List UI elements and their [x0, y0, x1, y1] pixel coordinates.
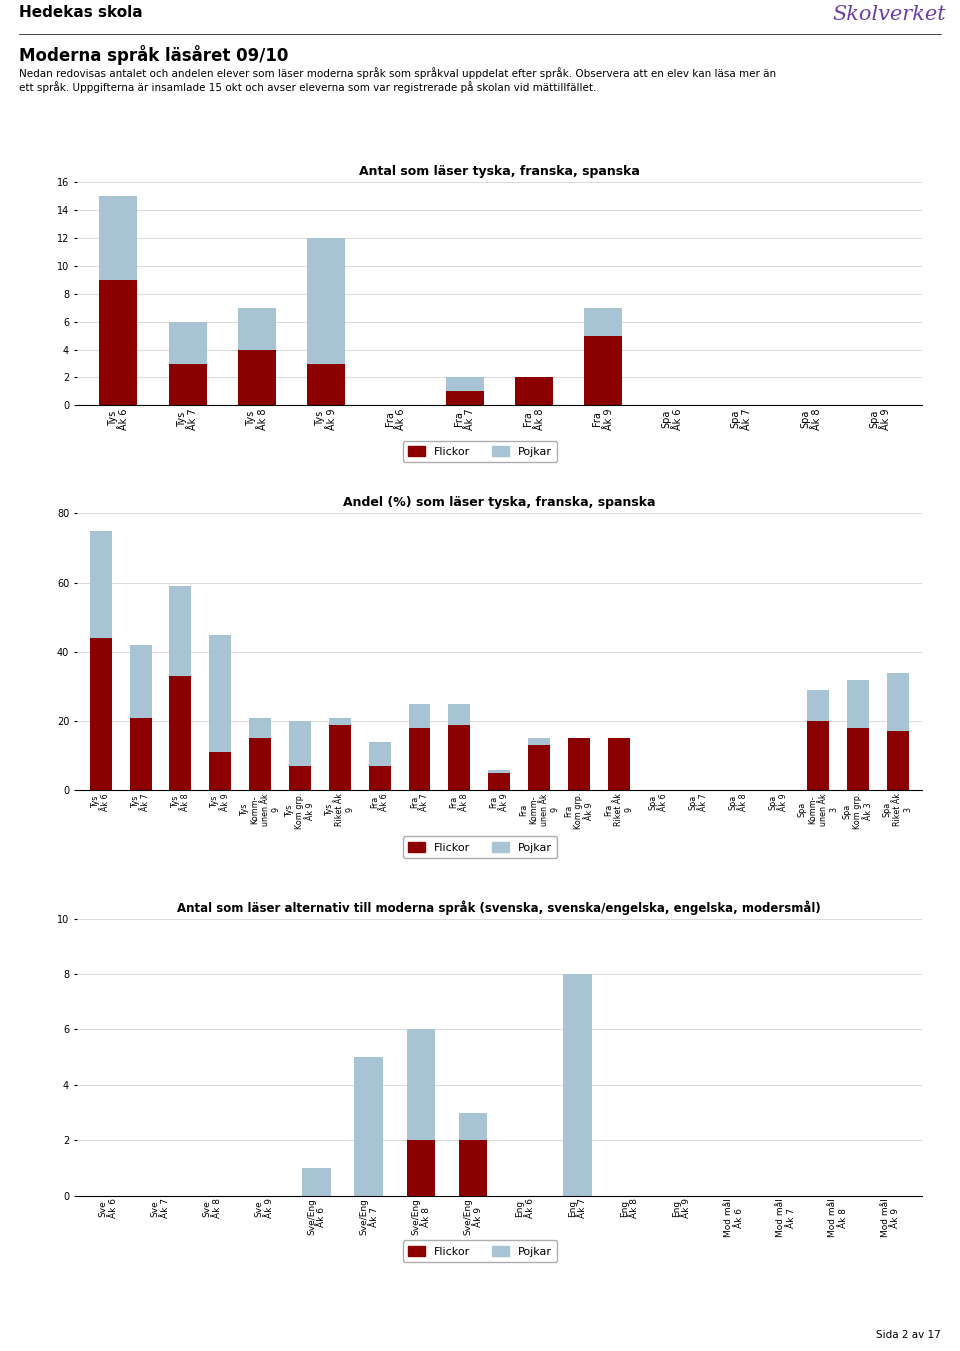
- Bar: [409, 728, 430, 790]
- Bar: [409, 704, 430, 728]
- Legend: Flickor, Pojkar: Flickor, Pojkar: [402, 1240, 558, 1262]
- Bar: [515, 377, 553, 405]
- Bar: [307, 238, 346, 363]
- Bar: [445, 392, 484, 405]
- Bar: [448, 724, 470, 790]
- Bar: [307, 363, 346, 405]
- Bar: [807, 690, 828, 721]
- Bar: [170, 676, 191, 790]
- Legend: Flickor, Pojkar: Flickor, Pojkar: [402, 836, 558, 858]
- Bar: [528, 746, 550, 790]
- Text: Skolverket: Skolverket: [832, 4, 946, 24]
- Bar: [329, 717, 350, 724]
- Bar: [887, 731, 909, 790]
- Bar: [807, 721, 828, 790]
- Bar: [584, 335, 622, 405]
- Bar: [329, 724, 350, 790]
- Bar: [238, 308, 276, 350]
- Bar: [887, 673, 909, 731]
- Bar: [209, 635, 231, 753]
- Bar: [130, 717, 152, 790]
- Bar: [209, 753, 231, 790]
- Text: ett språk. Uppgifterna är insamlade 15 okt och avser eleverna som var registrera: ett språk. Uppgifterna är insamlade 15 o…: [19, 81, 596, 93]
- Bar: [289, 721, 311, 766]
- Bar: [568, 739, 589, 790]
- Text: Nedan redovisas antalet och andelen elever som läser moderna språk som språkval : Nedan redovisas antalet och andelen elev…: [19, 68, 777, 80]
- Bar: [354, 1056, 383, 1196]
- Bar: [459, 1140, 488, 1196]
- Bar: [528, 739, 550, 746]
- Bar: [847, 728, 869, 790]
- Bar: [369, 766, 391, 790]
- Bar: [448, 704, 470, 724]
- Bar: [459, 1113, 488, 1140]
- Bar: [564, 974, 591, 1196]
- Text: Hedekas skola: Hedekas skola: [19, 4, 143, 20]
- Bar: [99, 280, 137, 405]
- Title: Antal som läser tyska, franska, spanska: Antal som läser tyska, franska, spanska: [359, 165, 639, 178]
- Bar: [847, 680, 869, 728]
- Bar: [584, 308, 622, 335]
- Bar: [130, 644, 152, 717]
- Bar: [250, 739, 271, 790]
- Legend: Flickor, Pojkar: Flickor, Pojkar: [402, 440, 558, 462]
- Bar: [407, 1029, 435, 1140]
- Bar: [250, 717, 271, 739]
- Bar: [302, 1167, 331, 1196]
- Bar: [489, 773, 510, 790]
- Bar: [169, 363, 206, 405]
- Bar: [89, 531, 111, 638]
- Bar: [608, 739, 630, 790]
- Text: Sida 2 av 17: Sida 2 av 17: [876, 1331, 941, 1340]
- Text: Moderna språk läsåret 09/10: Moderna språk läsåret 09/10: [19, 45, 289, 65]
- Title: Andel (%) som läser tyska, franska, spanska: Andel (%) som läser tyska, franska, span…: [343, 496, 656, 509]
- Bar: [445, 377, 484, 392]
- Title: Antal som läser alternativ till moderna språk (svenska, svenska/engelska, engels: Antal som läser alternativ till moderna …: [178, 900, 821, 915]
- Bar: [89, 638, 111, 790]
- Bar: [170, 586, 191, 676]
- Bar: [489, 770, 510, 773]
- Bar: [238, 350, 276, 405]
- Bar: [99, 196, 137, 280]
- Bar: [369, 742, 391, 766]
- Bar: [407, 1140, 435, 1196]
- Bar: [169, 322, 206, 363]
- Bar: [289, 766, 311, 790]
